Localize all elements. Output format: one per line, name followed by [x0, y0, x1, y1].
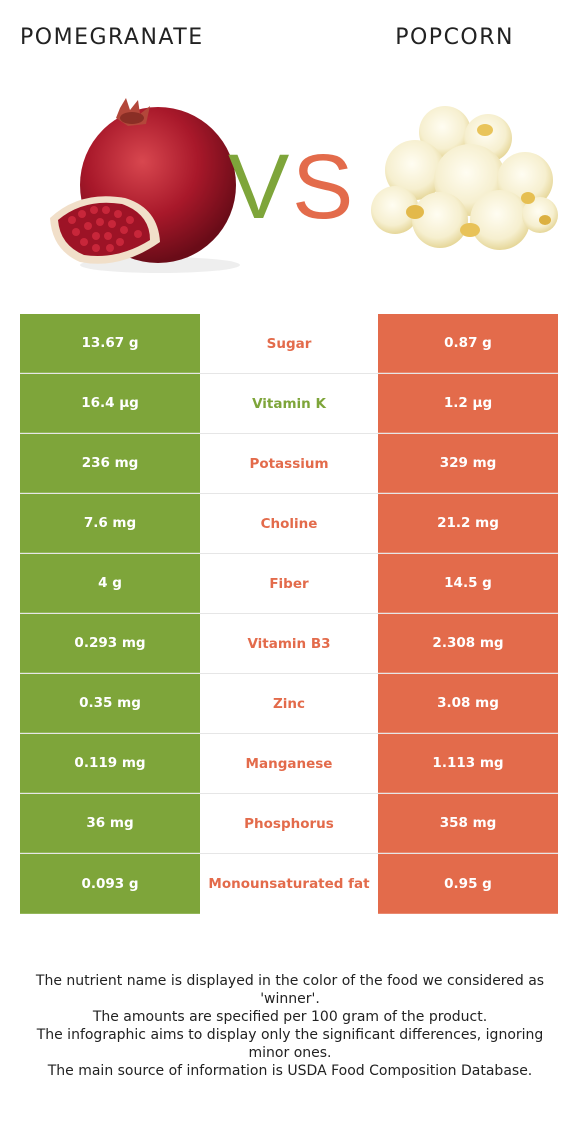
right-value: 21.2 mg — [378, 494, 558, 553]
nutrient-name: Manganese — [200, 734, 378, 793]
vs-letter-v: V — [228, 136, 289, 238]
right-value: 358 mg — [378, 794, 558, 853]
footer-line-source-note: The main source of information is USDA F… — [47, 1063, 533, 1079]
table-row: 0.093 g Monounsaturated fat 0.95 g — [20, 854, 558, 914]
left-value: 0.093 g — [20, 854, 200, 914]
left-value: 0.293 mg — [20, 614, 200, 673]
left-value: 236 mg — [20, 434, 200, 493]
nutrient-name: Vitamin K — [200, 374, 378, 433]
left-value: 7.6 mg — [20, 494, 200, 553]
right-value: 2.308 mg — [378, 614, 558, 673]
nutrient-name: Potassium — [200, 434, 378, 493]
table-row: 0.35 mg Zinc 3.08 mg — [20, 674, 558, 734]
left-value: 4 g — [20, 554, 200, 613]
food-illustration: V S — [50, 98, 558, 273]
right-food-title: POPCORN — [395, 25, 514, 50]
table-row: 0.293 mg Vitamin B3 2.308 mg — [20, 614, 558, 674]
right-value: 3.08 mg — [378, 674, 558, 733]
nutrient-name: Sugar — [200, 314, 378, 373]
vs-letter-s: S — [292, 136, 353, 238]
right-value: 1.113 mg — [378, 734, 558, 793]
table-row: 16.4 µg Vitamin K 1.2 µg — [20, 374, 558, 434]
nutrient-name: Vitamin B3 — [200, 614, 378, 673]
left-value: 16.4 µg — [20, 374, 200, 433]
table-row: 0.119 mg Manganese 1.113 mg — [20, 734, 558, 794]
left-value: 13.67 g — [20, 314, 200, 373]
footer-line-differences-note: The infographic aims to display only the… — [36, 1027, 544, 1061]
right-value: 1.2 µg — [378, 374, 558, 433]
table-row: 36 mg Phosphorus 358 mg — [20, 794, 558, 854]
nutrient-name: Choline — [200, 494, 378, 553]
footer-line-winner-note: The nutrient name is displayed in the co… — [35, 973, 545, 1007]
right-value: 0.87 g — [378, 314, 558, 373]
left-value: 36 mg — [20, 794, 200, 853]
right-value: 14.5 g — [378, 554, 558, 613]
nutrient-name: Zinc — [200, 674, 378, 733]
footer-notes: The nutrient name is displayed in the co… — [16, 972, 564, 1080]
nutrient-name: Monounsaturated fat — [200, 854, 378, 914]
nutrient-name: Fiber — [200, 554, 378, 613]
table-row: 7.6 mg Choline 21.2 mg — [20, 494, 558, 554]
right-value: 0.95 g — [378, 854, 558, 914]
nutrient-name: Phosphorus — [200, 794, 378, 853]
table-row: 4 g Fiber 14.5 g — [20, 554, 558, 614]
left-food-title: POMEGRANATE — [20, 25, 204, 50]
pomegranate-image — [50, 98, 240, 273]
left-value: 0.119 mg — [20, 734, 200, 793]
right-value: 329 mg — [378, 434, 558, 493]
table-row: 236 mg Potassium 329 mg — [20, 434, 558, 494]
footer-line-amounts-note: The amounts are specified per 100 gram o… — [92, 1009, 488, 1025]
table-row: 13.67 g Sugar 0.87 g — [20, 314, 558, 374]
popcorn-image — [371, 106, 558, 250]
comparison-table: 13.67 g Sugar 0.87 g 16.4 µg Vitamin K 1.2 µg… — [20, 314, 558, 914]
left-value: 0.35 mg — [20, 674, 200, 733]
